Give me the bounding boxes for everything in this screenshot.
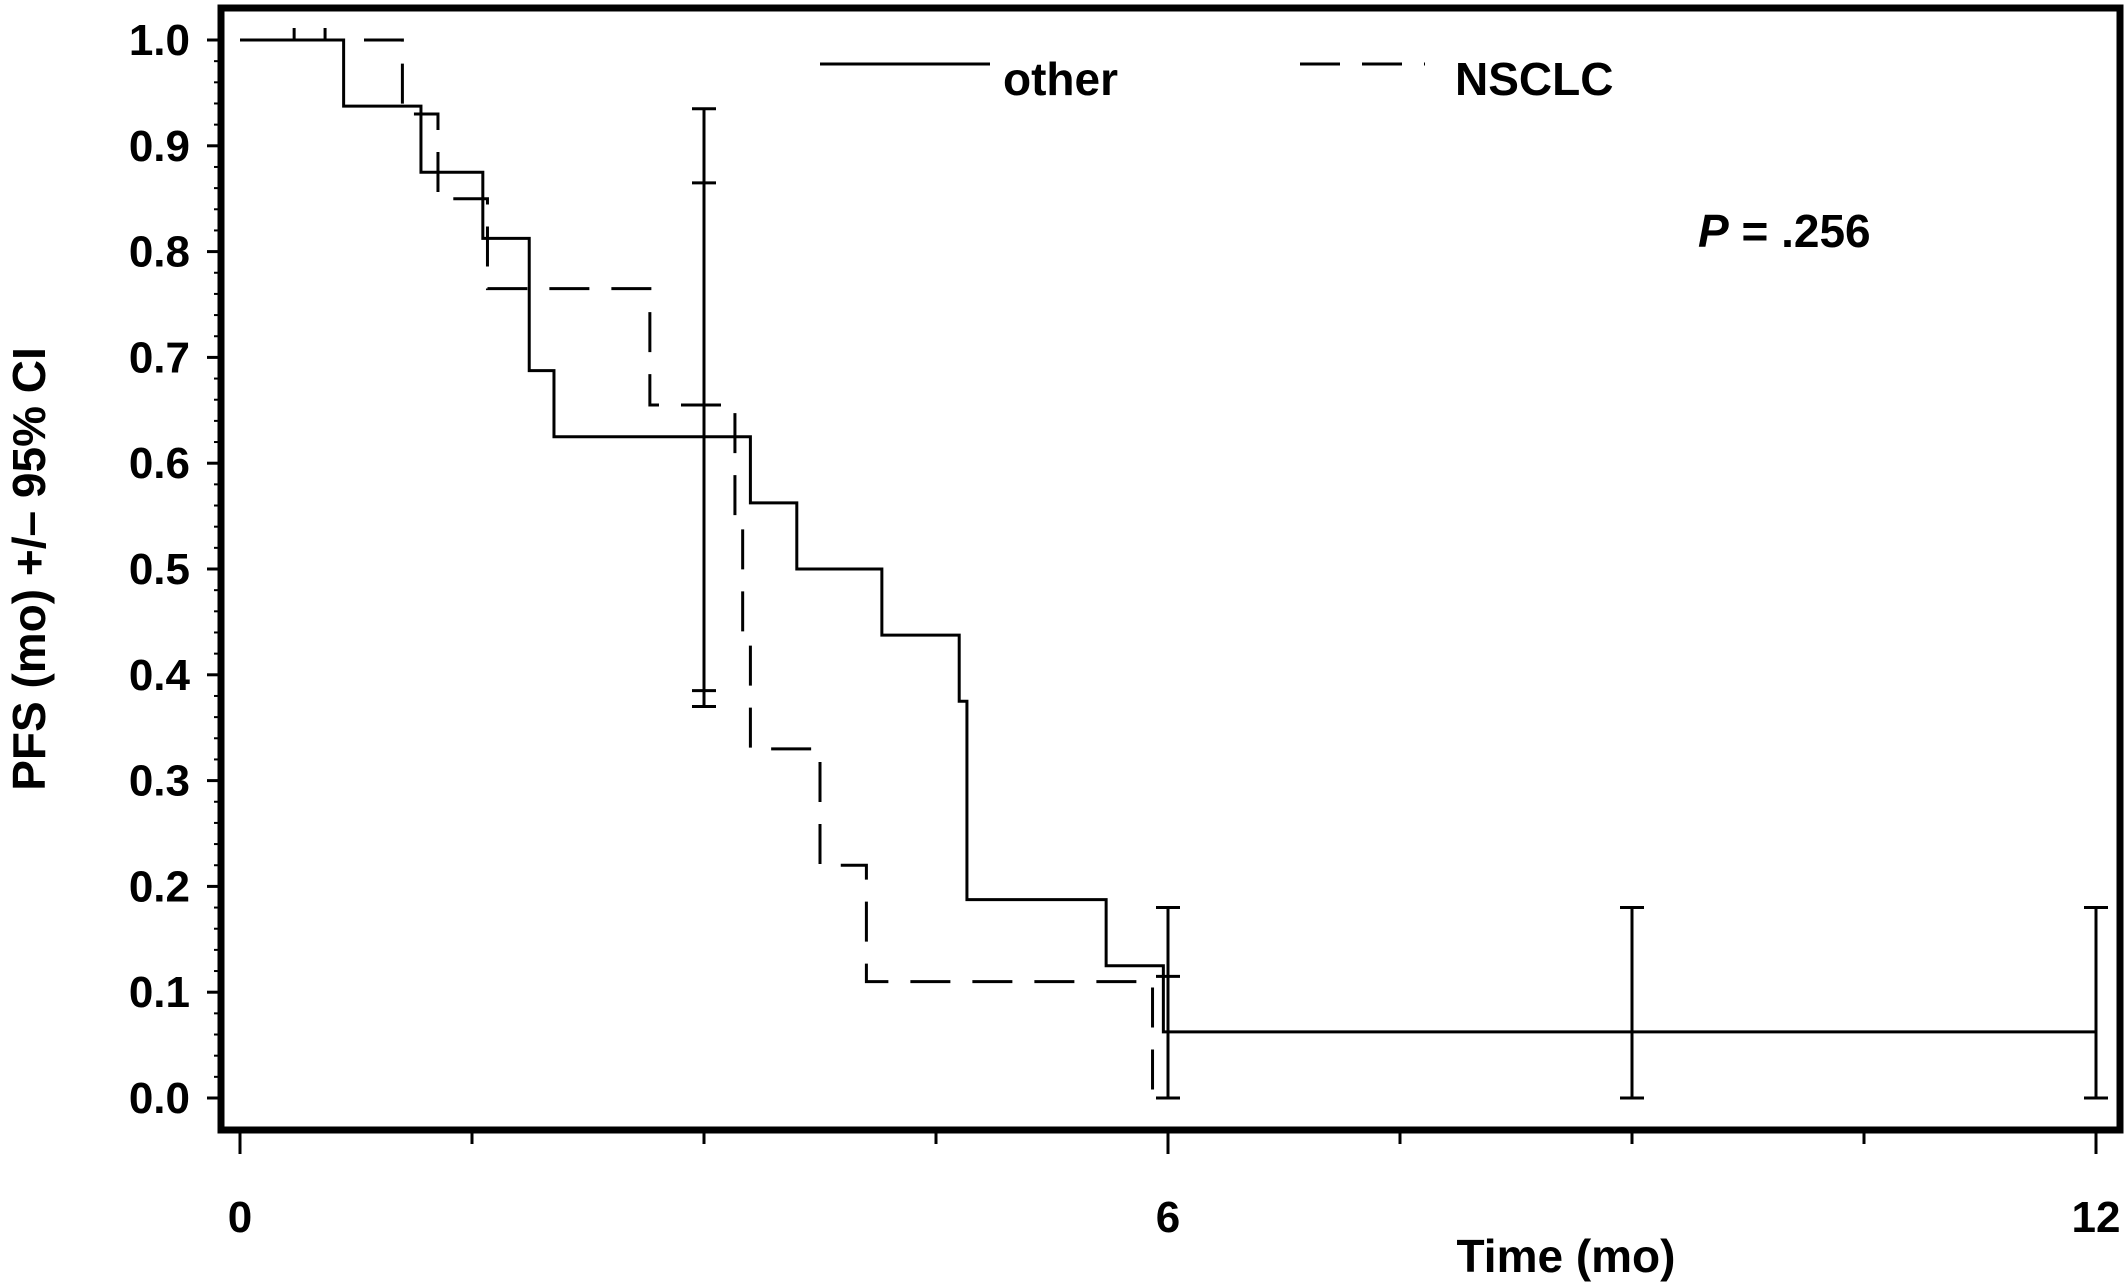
y-tick-label: 1.0 [129, 16, 190, 65]
y-tick-label: 0.3 [129, 757, 190, 806]
plot-frame [217, 4, 2124, 1134]
p-value-text: = .256 [1729, 205, 1871, 257]
ci-bar [1620, 906, 1644, 1100]
x-tick-label: 12 [2072, 1193, 2121, 1242]
y-tick-label: 0.5 [129, 545, 190, 594]
legend-label-nsclc: NSCLC [1455, 53, 1613, 105]
series-other [240, 38, 2108, 1100]
y-tick-label: 0.6 [129, 439, 190, 488]
series-layer [240, 28, 2108, 1100]
ci-bar [1156, 974, 1180, 1100]
y-axis-title: PFS (mo) +/– 95% CI [3, 347, 55, 791]
ci-bar [692, 181, 716, 693]
p-value-symbol: P [1698, 205, 1729, 257]
ci-bar [2084, 906, 2108, 1100]
x-tick-label: 6 [1156, 1193, 1180, 1242]
y-tick-label: 0.7 [129, 333, 190, 382]
y-tick-label: 0.9 [129, 122, 190, 171]
p-value-annotation: P = .256 [1698, 205, 1871, 257]
y-tick-label: 0.1 [129, 968, 190, 1017]
series-nsclc [240, 28, 1180, 1100]
legend: other NSCLC [820, 53, 1613, 105]
x-axis-title: Time (mo) [1457, 1230, 1676, 1282]
y-tick-label: 0.2 [129, 862, 190, 911]
y-tick-label: 0.8 [129, 228, 190, 277]
legend-label-other: other [1003, 53, 1118, 105]
survival-curve-other [240, 38, 2096, 1034]
axes: 0.0 0.1 0.2 0.3 0.4 0.5 0.6 0.7 0.8 0.9 1.0 0 6 12 [129, 16, 2121, 1242]
survival-curve-nsclc [240, 38, 1155, 1098]
y-tick-label: 0.0 [129, 1074, 190, 1123]
x-tick-label: 0 [228, 1193, 252, 1242]
y-tick-label: 0.4 [129, 651, 191, 700]
